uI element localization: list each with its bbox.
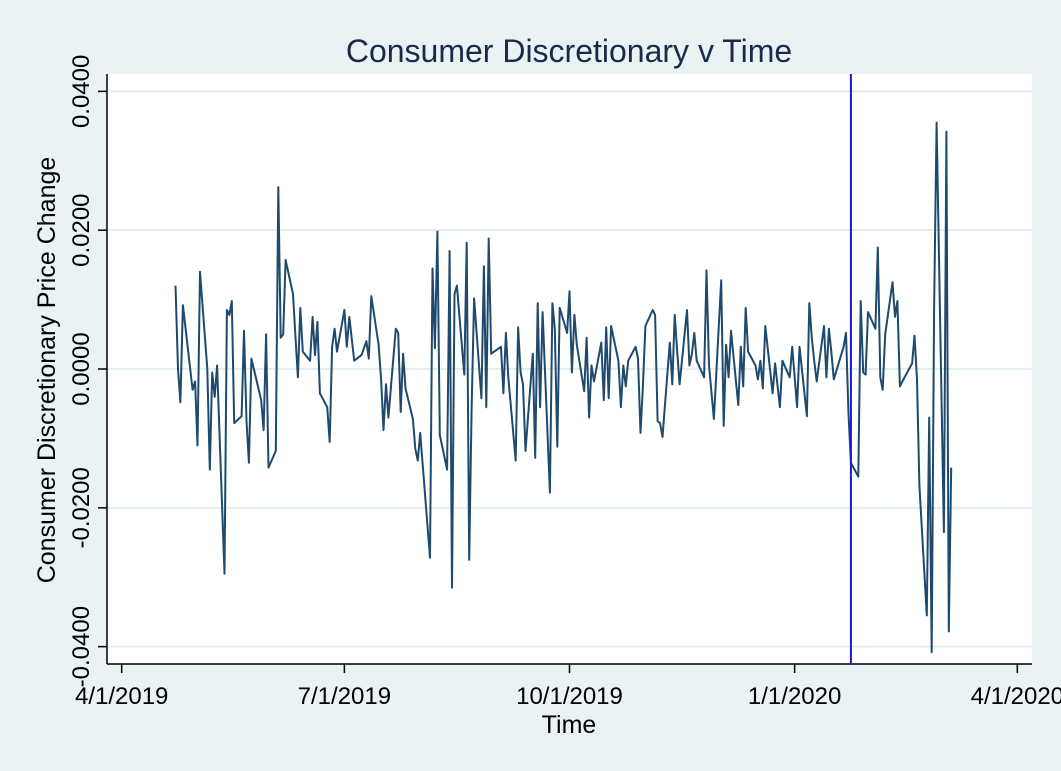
series-line — [174, 121, 953, 654]
chart-title: Consumer Discretionary v Time — [346, 33, 792, 69]
gridlines — [107, 90, 1032, 648]
y-tick-label: 0.0400 — [68, 55, 95, 128]
y-axis-ticks: -0.0400 -0.0200 0.0000 0.0200 0.0400 — [68, 55, 107, 687]
y-tick-label: -0.0400 — [68, 606, 95, 687]
x-tick-label: 7/1/2019 — [298, 683, 391, 710]
x-tick-label: 4/1/2020 — [971, 683, 1061, 710]
x-tick-label: 10/1/2019 — [516, 683, 623, 710]
y-tick-label: 0.0000 — [68, 332, 95, 405]
y-tick-label: -0.0200 — [68, 467, 95, 548]
y-axis-label: Consumer Discretionary Price Change — [33, 157, 61, 584]
series-group — [174, 121, 953, 654]
x-axis-ticks: 4/1/2019 7/1/2019 10/1/2019 1/1/2020 4/1/202… — [75, 664, 1061, 710]
x-tick-label: 4/1/2019 — [75, 683, 168, 710]
x-tick-label: 1/1/2020 — [748, 683, 841, 710]
x-axis-label: Time — [542, 711, 597, 739]
y-tick-label: 0.0200 — [68, 193, 95, 266]
